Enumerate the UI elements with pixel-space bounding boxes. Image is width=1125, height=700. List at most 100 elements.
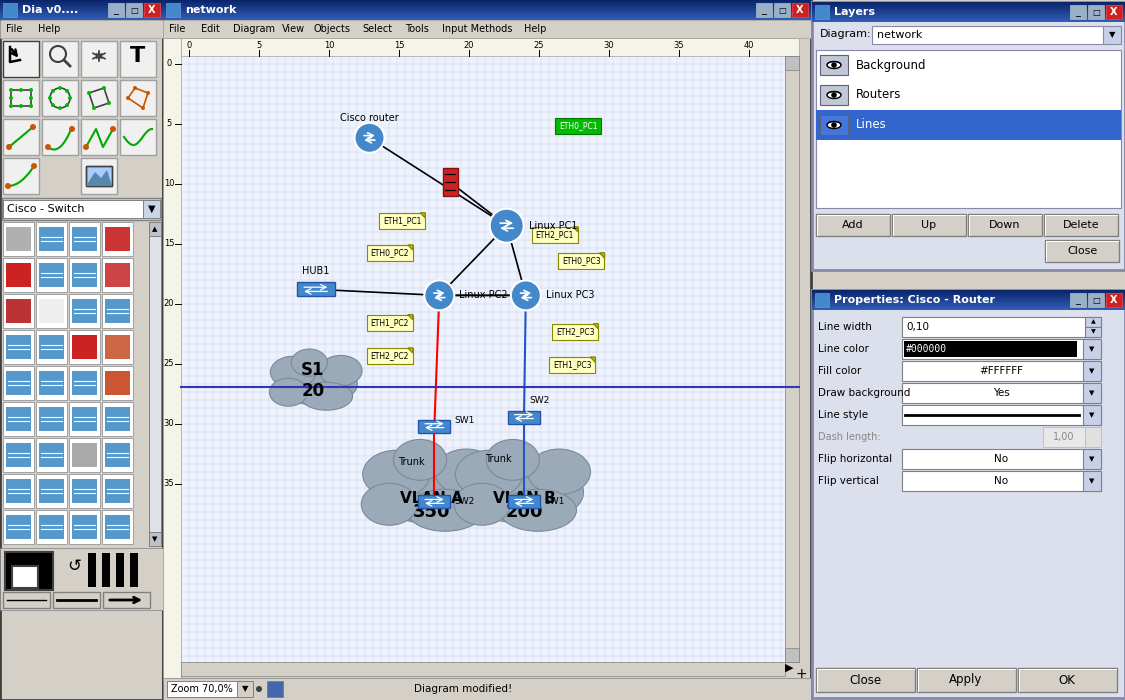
- Text: Flip vertical: Flip vertical: [818, 476, 879, 486]
- FancyBboxPatch shape: [812, 2, 1125, 270]
- FancyBboxPatch shape: [143, 200, 160, 218]
- Text: ▲: ▲: [152, 226, 158, 232]
- FancyBboxPatch shape: [508, 496, 540, 508]
- Text: 0: 0: [187, 41, 191, 50]
- Text: Diagram:: Diagram:: [820, 29, 872, 39]
- Circle shape: [48, 96, 52, 100]
- FancyBboxPatch shape: [0, 17, 163, 18]
- FancyBboxPatch shape: [39, 479, 64, 503]
- Ellipse shape: [827, 62, 842, 69]
- Circle shape: [45, 144, 51, 150]
- FancyBboxPatch shape: [1106, 293, 1122, 307]
- Text: ▼: ▼: [1089, 390, 1095, 396]
- FancyBboxPatch shape: [814, 293, 829, 307]
- FancyBboxPatch shape: [812, 9, 1125, 10]
- FancyBboxPatch shape: [3, 294, 34, 328]
- FancyBboxPatch shape: [36, 402, 68, 436]
- FancyBboxPatch shape: [812, 290, 1125, 291]
- Text: ▼: ▼: [1089, 368, 1095, 374]
- FancyBboxPatch shape: [812, 307, 1125, 308]
- FancyBboxPatch shape: [812, 303, 1125, 304]
- Text: VLAN B: VLAN B: [493, 491, 556, 506]
- FancyBboxPatch shape: [105, 443, 130, 467]
- Circle shape: [141, 106, 145, 110]
- Ellipse shape: [291, 349, 327, 376]
- FancyBboxPatch shape: [820, 55, 848, 75]
- Circle shape: [29, 104, 33, 108]
- Text: Edit: Edit: [201, 24, 219, 34]
- FancyBboxPatch shape: [1070, 5, 1086, 19]
- FancyBboxPatch shape: [1018, 668, 1117, 692]
- Text: S1
20: S1 20: [302, 360, 325, 400]
- FancyBboxPatch shape: [72, 263, 97, 287]
- FancyBboxPatch shape: [1084, 427, 1101, 447]
- FancyBboxPatch shape: [237, 681, 253, 697]
- Text: 40: 40: [744, 41, 754, 50]
- Circle shape: [424, 281, 454, 310]
- FancyBboxPatch shape: [3, 510, 34, 544]
- Text: Dia v0....: Dia v0....: [22, 5, 79, 15]
- FancyBboxPatch shape: [3, 3, 17, 17]
- FancyBboxPatch shape: [163, 38, 181, 680]
- Circle shape: [6, 144, 12, 150]
- FancyBboxPatch shape: [3, 402, 34, 436]
- FancyBboxPatch shape: [36, 438, 68, 472]
- Ellipse shape: [394, 440, 447, 480]
- Circle shape: [29, 96, 33, 100]
- Polygon shape: [593, 323, 598, 329]
- FancyBboxPatch shape: [812, 301, 1125, 302]
- FancyBboxPatch shape: [0, 15, 163, 16]
- FancyBboxPatch shape: [872, 26, 1105, 44]
- Text: 20: 20: [464, 41, 475, 50]
- FancyBboxPatch shape: [0, 2, 163, 3]
- FancyBboxPatch shape: [812, 17, 1125, 18]
- FancyBboxPatch shape: [181, 662, 785, 676]
- FancyBboxPatch shape: [812, 296, 1125, 297]
- FancyBboxPatch shape: [812, 298, 1125, 299]
- FancyBboxPatch shape: [102, 366, 133, 400]
- Text: 15: 15: [164, 239, 174, 248]
- Text: □: □: [778, 6, 786, 15]
- Ellipse shape: [270, 356, 316, 389]
- FancyBboxPatch shape: [166, 681, 237, 697]
- Circle shape: [68, 96, 72, 100]
- Text: 15: 15: [394, 41, 404, 50]
- FancyBboxPatch shape: [1083, 361, 1101, 381]
- Text: Cisco router: Cisco router: [340, 113, 399, 122]
- FancyBboxPatch shape: [812, 309, 1125, 310]
- FancyBboxPatch shape: [812, 13, 1125, 14]
- FancyBboxPatch shape: [0, 3, 163, 4]
- FancyBboxPatch shape: [181, 38, 799, 56]
- FancyBboxPatch shape: [6, 407, 32, 431]
- Text: 200: 200: [505, 503, 542, 522]
- Text: Layers: Layers: [834, 7, 875, 17]
- FancyBboxPatch shape: [785, 648, 799, 662]
- FancyBboxPatch shape: [6, 515, 32, 539]
- FancyBboxPatch shape: [1044, 214, 1118, 236]
- FancyBboxPatch shape: [36, 258, 68, 292]
- FancyBboxPatch shape: [812, 8, 1125, 9]
- Circle shape: [51, 103, 55, 107]
- FancyBboxPatch shape: [812, 304, 1125, 305]
- FancyBboxPatch shape: [72, 371, 97, 395]
- FancyBboxPatch shape: [86, 166, 112, 186]
- FancyBboxPatch shape: [3, 258, 34, 292]
- FancyBboxPatch shape: [120, 41, 156, 77]
- Text: ▼: ▼: [1089, 456, 1095, 462]
- FancyBboxPatch shape: [39, 407, 64, 431]
- Text: □: □: [130, 6, 138, 15]
- FancyBboxPatch shape: [812, 291, 1125, 292]
- Polygon shape: [421, 213, 425, 218]
- Text: ETH0_PC1: ETH0_PC1: [559, 121, 597, 130]
- Circle shape: [19, 88, 22, 92]
- FancyBboxPatch shape: [3, 222, 34, 256]
- FancyBboxPatch shape: [902, 449, 1101, 469]
- FancyBboxPatch shape: [812, 300, 1125, 301]
- FancyBboxPatch shape: [1045, 240, 1119, 262]
- FancyBboxPatch shape: [556, 118, 602, 134]
- FancyBboxPatch shape: [3, 119, 39, 155]
- FancyBboxPatch shape: [3, 366, 34, 400]
- FancyBboxPatch shape: [163, 3, 811, 4]
- FancyBboxPatch shape: [72, 407, 97, 431]
- Circle shape: [29, 88, 33, 92]
